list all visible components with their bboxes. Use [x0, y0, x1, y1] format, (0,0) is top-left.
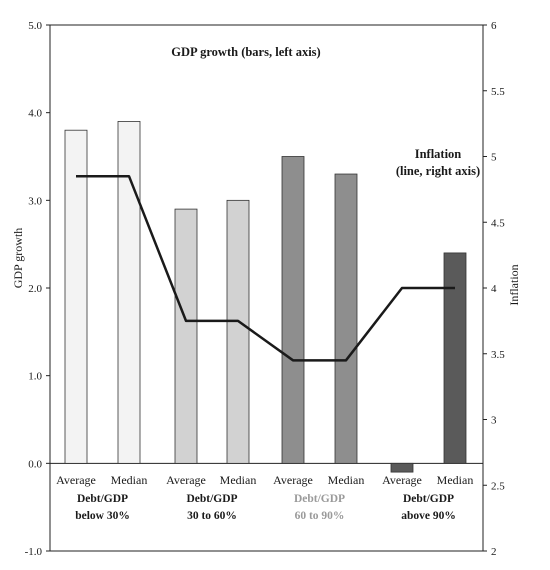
- gdp-bar-3: [174, 208, 198, 464]
- category-label: Median: [437, 473, 474, 487]
- left-tick-label: 4.0: [28, 108, 42, 120]
- gdp-bar-6: [334, 173, 358, 464]
- left-tick-label: 1.0: [28, 371, 42, 383]
- left-tick-label: 3.0: [28, 195, 42, 207]
- right-tick-label: 6: [491, 20, 497, 32]
- inflation-line: [76, 174, 455, 362]
- line-annotation-line1: Inflation: [415, 147, 462, 161]
- gdp-bar-1: [64, 129, 88, 464]
- gdp-bar-5: [281, 156, 305, 464]
- right-tick-label: 3.5: [491, 349, 505, 361]
- category-label: Average: [166, 473, 206, 487]
- right-axis-label: Inflation: [507, 264, 521, 305]
- group-label: Debt/GDP: [294, 493, 345, 505]
- right-tick-label: 3: [491, 415, 497, 427]
- left-tick-label: -1.0: [25, 546, 43, 558]
- category-label: Median: [111, 473, 148, 487]
- axis-ticks: 5.0 4.0 3.0 2.0 1.0 0.0 -1.0 6 5.5 5 4.5 4 3.5 3 2.5 2: [25, 20, 506, 558]
- category-label: Median: [220, 473, 257, 487]
- bars: [64, 121, 467, 473]
- gdp-bar-2: [117, 121, 141, 464]
- bars-annotation: GDP growth (bars, left axis): [171, 45, 320, 59]
- category-label: Average: [382, 473, 422, 487]
- right-tick-label: 5: [491, 152, 497, 164]
- group-label: Debt/GDP: [77, 493, 128, 505]
- category-labels: Average Median Average Median Average Median A…: [56, 473, 473, 522]
- right-tick-label: 2.5: [491, 480, 505, 492]
- group-label: Debt/GDP: [403, 493, 454, 505]
- line-annotation-line2: (line, right axis): [396, 164, 480, 178]
- right-tick-label: 5.5: [491, 86, 505, 98]
- gdp-bar-8: [443, 252, 467, 464]
- group-label: 60 to 90%: [295, 510, 345, 522]
- right-tick-label: 2: [491, 546, 497, 558]
- right-tick-label: 4.5: [491, 217, 505, 229]
- gdp-bar-7: [390, 462, 414, 473]
- left-tick-label: 5.0: [28, 20, 42, 32]
- gdp-bar-4: [226, 199, 250, 464]
- category-label: Median: [328, 473, 365, 487]
- inflation-line-group: [76, 174, 455, 362]
- category-label: Average: [273, 473, 313, 487]
- group-label: 30 to 60%: [187, 510, 237, 522]
- left-axis-label: GDP growth: [11, 228, 25, 289]
- group-label: below 30%: [75, 510, 130, 522]
- right-tick-label: 4: [491, 283, 497, 295]
- left-tick-label: 0.0: [28, 458, 42, 470]
- group-label: Debt/GDP: [186, 493, 237, 505]
- left-tick-label: 2.0: [28, 283, 42, 295]
- group-label: above 90%: [401, 510, 456, 522]
- category-label: Average: [56, 473, 96, 487]
